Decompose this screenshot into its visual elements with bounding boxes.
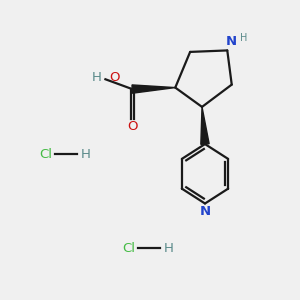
- Text: H: H: [92, 71, 102, 84]
- Text: H: H: [81, 148, 90, 161]
- Text: H: H: [164, 242, 174, 255]
- Text: Cl: Cl: [40, 148, 52, 161]
- Text: H: H: [240, 33, 247, 43]
- Text: N: N: [225, 35, 236, 48]
- Text: O: O: [127, 120, 137, 133]
- Text: Cl: Cl: [123, 242, 136, 255]
- Text: N: N: [200, 205, 211, 218]
- Polygon shape: [201, 107, 209, 144]
- Polygon shape: [132, 85, 175, 93]
- Text: O: O: [109, 71, 120, 84]
